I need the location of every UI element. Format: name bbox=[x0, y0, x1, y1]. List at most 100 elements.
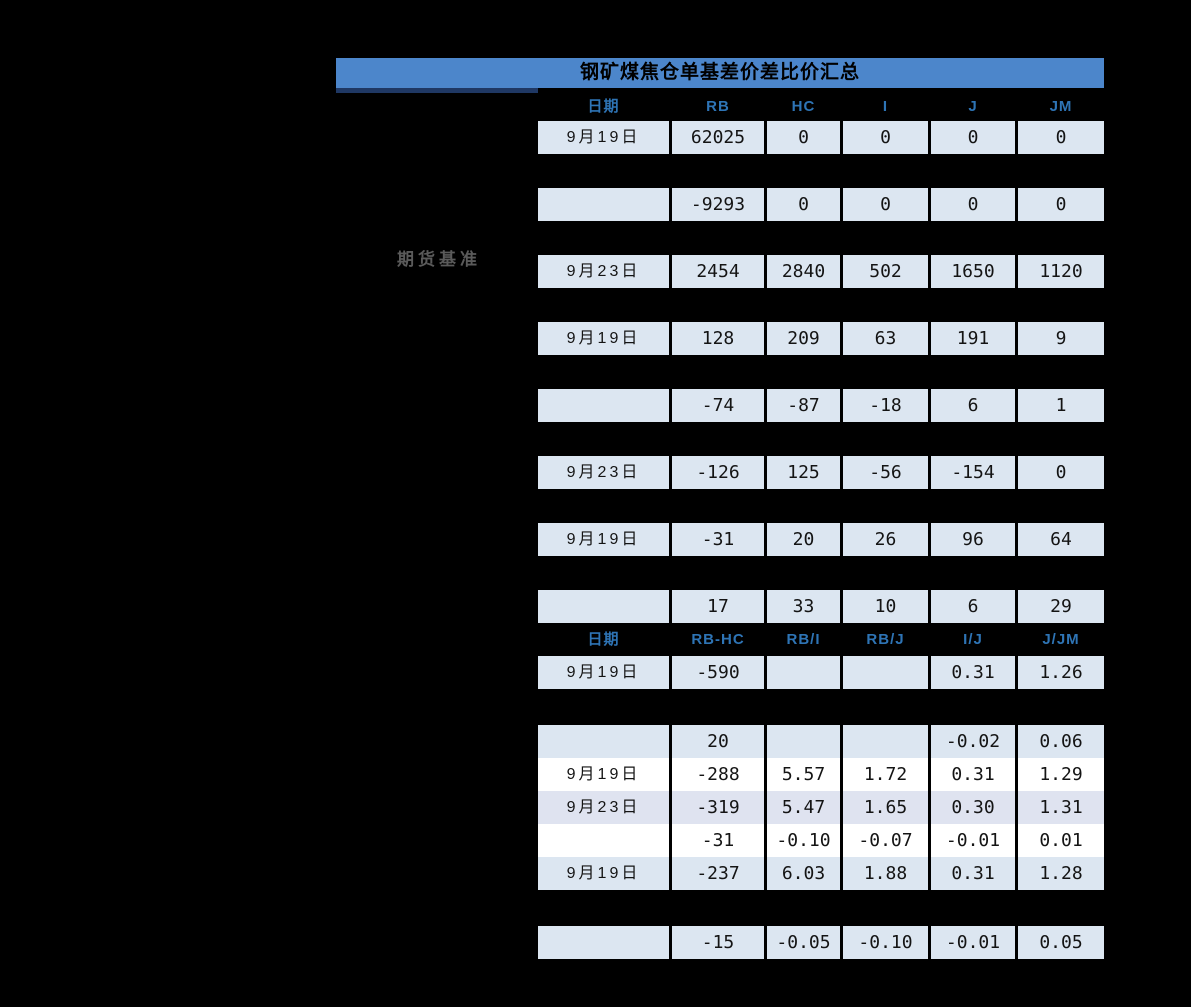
value-cell: -0.01 bbox=[931, 824, 1015, 857]
date-cell: 9月19日 bbox=[538, 758, 669, 791]
value-cell: 0 bbox=[767, 121, 840, 154]
value-cell: -319 bbox=[672, 791, 764, 824]
table-row: 9月19日 -237 6.03 1.88 0.31 1.28 bbox=[538, 857, 1104, 890]
value-cell: -0.02 bbox=[931, 725, 1015, 758]
table-row: 9月19日 128 209 63 191 9 bbox=[538, 322, 1104, 355]
value-cell: 191 bbox=[931, 322, 1015, 355]
value-cell: -31 bbox=[672, 523, 764, 556]
table-row: 9月19日 -288 5.57 1.72 0.31 1.29 bbox=[538, 758, 1104, 791]
value-cell: 1 bbox=[1018, 389, 1104, 422]
value-cell: 10 bbox=[843, 590, 928, 623]
value-cell: 0.31 bbox=[931, 758, 1015, 791]
value-cell: -15 bbox=[672, 926, 764, 959]
header-cell: RB bbox=[706, 98, 730, 115]
value-cell: 64 bbox=[1018, 523, 1104, 556]
date-cell bbox=[538, 389, 669, 422]
header-cell: RB-HC bbox=[691, 631, 745, 648]
value-cell: 0 bbox=[1018, 121, 1104, 154]
value-cell: 0.01 bbox=[1018, 824, 1104, 857]
value-cell: 0 bbox=[843, 121, 928, 154]
value-cell: 33 bbox=[767, 590, 840, 623]
value-cell: 1.26 bbox=[1018, 656, 1104, 689]
value-cell: 0 bbox=[1018, 456, 1104, 489]
value-cell: 2840 bbox=[767, 255, 840, 288]
table-title: 钢矿煤焦仓单基差价差比价汇总 bbox=[336, 58, 1104, 88]
header-cell: HC bbox=[791, 98, 816, 115]
value-cell: 1120 bbox=[1018, 255, 1104, 288]
value-cell: 63 bbox=[843, 322, 928, 355]
value-cell bbox=[843, 656, 928, 689]
value-cell: -0.10 bbox=[767, 824, 840, 857]
value-cell: 17 bbox=[672, 590, 764, 623]
table-row: -15 -0.05 -0.10 -0.01 0.05 bbox=[538, 926, 1104, 959]
value-cell: 0 bbox=[1018, 188, 1104, 221]
value-cell: 62025 bbox=[672, 121, 764, 154]
value-cell: 1.29 bbox=[1018, 758, 1104, 791]
table-row: -9293 0 0 0 0 bbox=[538, 188, 1104, 221]
table-row: -31 -0.10 -0.07 -0.01 0.01 bbox=[538, 824, 1104, 857]
value-cell: 1.31 bbox=[1018, 791, 1104, 824]
title-underline bbox=[336, 88, 538, 93]
value-cell: 209 bbox=[767, 322, 840, 355]
table-row: 9月23日 -319 5.47 1.65 0.30 1.31 bbox=[538, 791, 1104, 824]
table-row: 9月19日 -31 20 26 96 64 bbox=[538, 523, 1104, 556]
value-cell: 0 bbox=[931, 188, 1015, 221]
table-row: -74 -87 -18 6 1 bbox=[538, 389, 1104, 422]
value-cell: 128 bbox=[672, 322, 764, 355]
value-cell: 0.30 bbox=[931, 791, 1015, 824]
value-cell: -87 bbox=[767, 389, 840, 422]
value-cell: -0.05 bbox=[767, 926, 840, 959]
value-cell: -237 bbox=[672, 857, 764, 890]
table-row: 9月23日 -126 125 -56 -154 0 bbox=[538, 456, 1104, 489]
value-cell: -0.01 bbox=[931, 926, 1015, 959]
table-row: 20 -0.02 0.06 bbox=[538, 725, 1104, 758]
header-cell: I/J bbox=[963, 631, 983, 648]
value-cell: 502 bbox=[843, 255, 928, 288]
value-cell: -0.10 bbox=[843, 926, 928, 959]
value-cell: 0.31 bbox=[931, 857, 1015, 890]
value-cell: 1.72 bbox=[843, 758, 928, 791]
table-body: 日期 RB HC I J JM 9月19日 62025 0 0 0 0 -9293 0 0 0 0 9月23日 24… bbox=[336, 93, 1104, 959]
date-cell: 9月19日 bbox=[538, 523, 669, 556]
date-cell: 9月23日 bbox=[538, 791, 669, 824]
value-cell: 96 bbox=[931, 523, 1015, 556]
value-cell: 0.31 bbox=[931, 656, 1015, 689]
value-cell: 0.06 bbox=[1018, 725, 1104, 758]
value-cell bbox=[767, 656, 840, 689]
value-cell: -18 bbox=[843, 389, 928, 422]
header-cell: J bbox=[968, 98, 978, 115]
value-cell: -74 bbox=[672, 389, 764, 422]
value-cell: 20 bbox=[767, 523, 840, 556]
date-cell: 9月23日 bbox=[538, 456, 669, 489]
date-cell: 9月23日 bbox=[538, 255, 669, 288]
date-cell bbox=[538, 590, 669, 623]
header-cell: RB/I bbox=[786, 631, 821, 648]
value-cell: 0 bbox=[767, 188, 840, 221]
value-cell: 6 bbox=[931, 590, 1015, 623]
table-row: 9月19日 -590 0.31 1.26 bbox=[538, 656, 1104, 689]
value-cell: 0.05 bbox=[1018, 926, 1104, 959]
value-cell: 125 bbox=[767, 456, 840, 489]
value-cell: 6 bbox=[931, 389, 1015, 422]
value-cell: 20 bbox=[672, 725, 764, 758]
header-cell: 日期 bbox=[587, 98, 620, 115]
header-cell: 日期 bbox=[587, 631, 620, 648]
value-cell: 1.65 bbox=[843, 791, 928, 824]
value-cell bbox=[843, 725, 928, 758]
value-cell: 6.03 bbox=[767, 857, 840, 890]
futures-benchmark-label: 期货基准 bbox=[397, 250, 481, 269]
date-cell: 9月19日 bbox=[538, 322, 669, 355]
value-cell bbox=[767, 725, 840, 758]
header-cell: RB/J bbox=[866, 631, 905, 648]
value-cell: -154 bbox=[931, 456, 1015, 489]
value-cell: 5.57 bbox=[767, 758, 840, 791]
table-row: 9月19日 62025 0 0 0 0 bbox=[538, 121, 1104, 154]
value-cell: 29 bbox=[1018, 590, 1104, 623]
date-cell: 9月19日 bbox=[538, 656, 669, 689]
header-cell: I bbox=[882, 98, 889, 115]
value-cell: -56 bbox=[843, 456, 928, 489]
table-row: 9月23日 2454 2840 502 1650 1120 bbox=[538, 255, 1104, 288]
header-row-1: 日期 RB HC I J JM bbox=[538, 93, 1104, 121]
summary-table: 钢矿煤焦仓单基差价差比价汇总 日期 RB HC I J JM 9月19日 62025 0 0 0 0-… bbox=[336, 58, 1104, 959]
